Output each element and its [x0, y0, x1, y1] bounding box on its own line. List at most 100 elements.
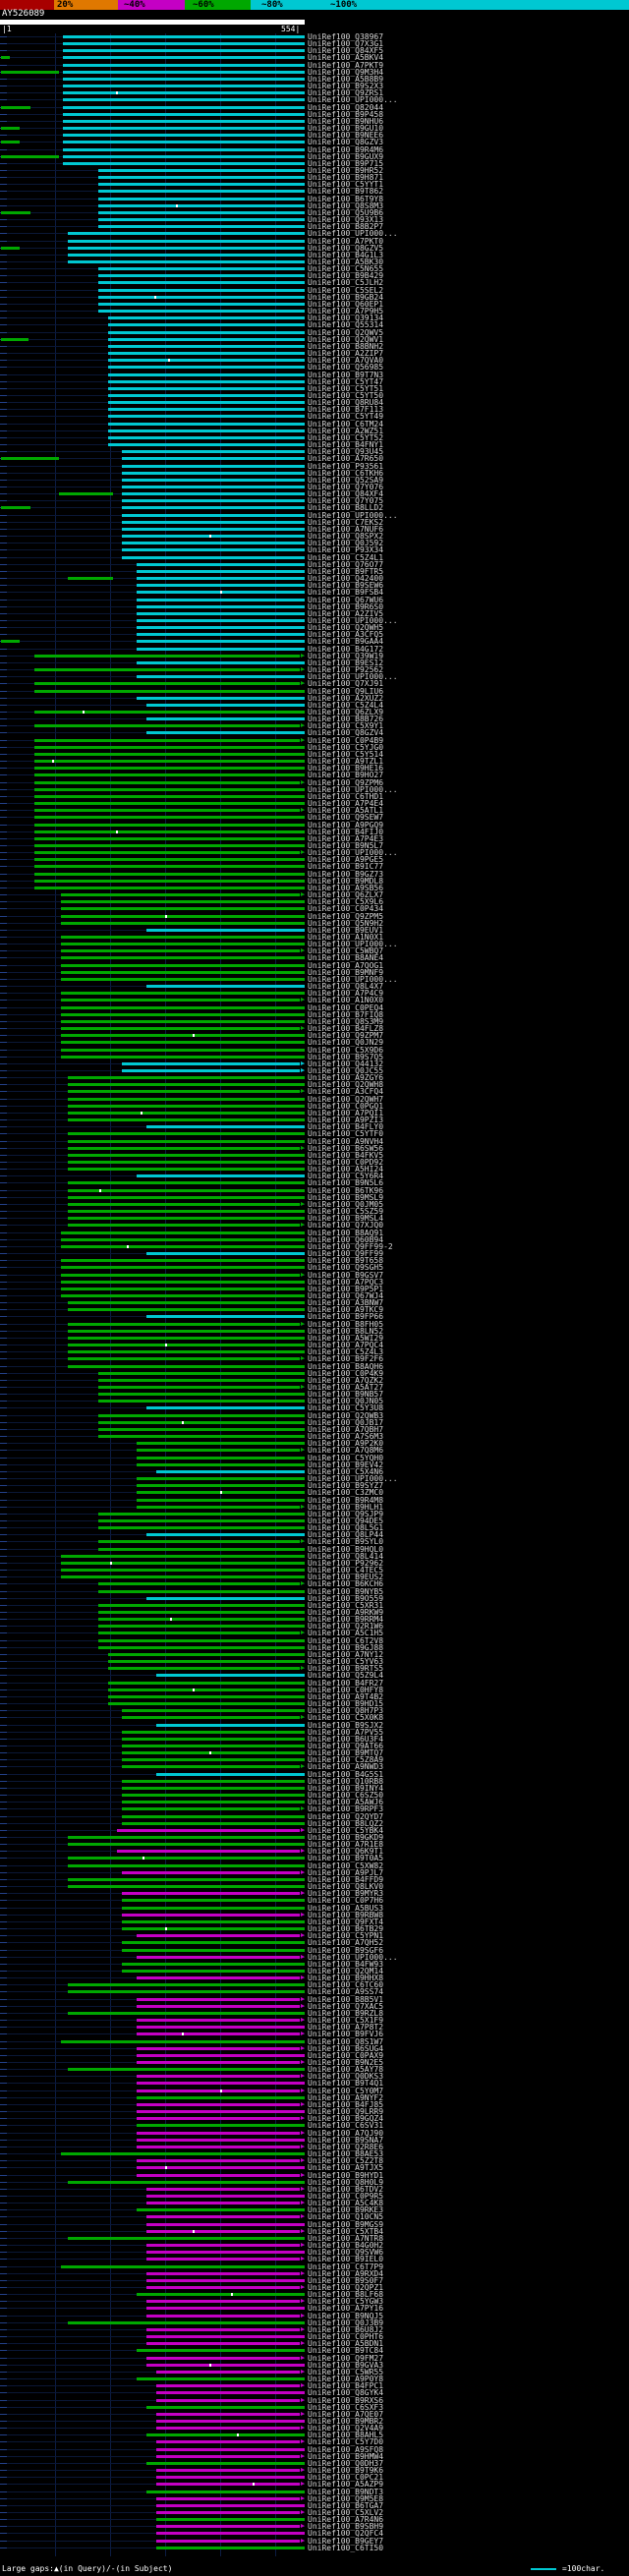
hit-label[interactable]: UniRef100_A5BK30: [308, 258, 384, 266]
alignment-bar[interactable]: [68, 1877, 305, 1881]
hit-label[interactable]: UniRef100_P92962: [308, 1558, 384, 1568]
hit-label[interactable]: UniRef100_UPI000...: [308, 672, 398, 682]
hit-label[interactable]: UniRef100_Q9ZPM7: [308, 1031, 384, 1041]
alignment-bar[interactable]: [33, 836, 305, 840]
alignment-bar[interactable]: [137, 647, 305, 651]
alignment-bar[interactable]: [137, 598, 305, 601]
hit-label[interactable]: UniRef100_B9GKD9: [308, 1833, 384, 1842]
hit-label[interactable]: UniRef100_P93X34: [308, 545, 384, 555]
alignment-bar[interactable]: [121, 1899, 305, 1903]
alignment-bar[interactable]: [0, 640, 21, 644]
hit-label[interactable]: UniRef100_Q0DH37: [308, 2458, 384, 2468]
alignment-bar[interactable]: [121, 535, 305, 539]
alignment-bar[interactable]: [146, 2461, 305, 2465]
alignment-bar[interactable]: [121, 1730, 305, 1734]
hit-label[interactable]: UniRef100_A7QH52: [308, 1938, 384, 1948]
alignment-bar[interactable]: [137, 2377, 305, 2381]
alignment-bar[interactable]: [60, 1034, 305, 1038]
alignment-bar[interactable]: [68, 2236, 305, 2240]
hit-label[interactable]: UniRef100_C5SEL2: [308, 285, 384, 295]
hit-label[interactable]: UniRef100_C0PHT6: [308, 2332, 384, 2342]
alignment-bar[interactable]: [121, 1969, 305, 1973]
hit-label[interactable]: UniRef100_B9F2F6: [308, 1354, 384, 1364]
alignment-bar[interactable]: [156, 2532, 305, 2536]
hit-label[interactable]: UniRef100_B6KCH6: [308, 1579, 384, 1589]
hit-label[interactable]: UniRef100_C5Y3U8: [308, 1403, 384, 1413]
hit-label[interactable]: UniRef100_C0P4K9: [308, 1368, 384, 1378]
hit-label[interactable]: UniRef100_Q2QM14: [308, 1966, 384, 1975]
alignment-bar[interactable]: [63, 77, 305, 81]
alignment-bar[interactable]: [121, 1744, 305, 1747]
hit-label[interactable]: UniRef100_Q0DKS3: [308, 2072, 384, 2082]
alignment-bar[interactable]: [63, 154, 305, 158]
hit-label[interactable]: UniRef100_B9S7Q5: [308, 1052, 384, 1061]
alignment-bar[interactable]: [137, 1997, 300, 2001]
hit-label[interactable]: UniRef100_B9S2X3: [308, 82, 384, 91]
hit-label[interactable]: UniRef100_B9SYZ7: [308, 1481, 384, 1491]
hit-label[interactable]: UniRef100_Q8L414: [308, 1551, 384, 1561]
alignment-bar[interactable]: [97, 1393, 305, 1397]
hit-label[interactable]: UniRef100_A7PQC3: [308, 1277, 384, 1287]
hit-label[interactable]: UniRef100_Q8S1W7: [308, 2036, 384, 2046]
hit-label[interactable]: UniRef100_B6T9Y8: [308, 194, 384, 203]
alignment-bar[interactable]: [121, 1941, 305, 1945]
alignment-bar[interactable]: [0, 337, 29, 341]
alignment-bar[interactable]: [146, 2356, 300, 2360]
hit-label[interactable]: UniRef100_C4TEC5: [308, 1566, 384, 1575]
alignment-bar[interactable]: [68, 2180, 305, 2184]
hit-label[interactable]: UniRef100_B9RZL8: [308, 2008, 384, 2018]
hit-label[interactable]: UniRef100_B7FIQ8: [308, 1009, 384, 1019]
alignment-bar[interactable]: [137, 569, 305, 573]
alignment-bar[interactable]: [107, 1694, 305, 1698]
alignment-bar[interactable]: [33, 780, 300, 784]
hit-label[interactable]: UniRef100_A9RKW9: [308, 1608, 384, 1617]
alignment-bar[interactable]: [33, 711, 305, 714]
alignment-bar[interactable]: [60, 1237, 305, 1241]
alignment-bar[interactable]: [33, 668, 300, 672]
hit-label[interactable]: UniRef100_Q9FF99: [308, 1249, 384, 1259]
hit-label[interactable]: UniRef100_A7P4E3: [308, 833, 384, 843]
alignment-bar[interactable]: [107, 393, 305, 397]
alignment-bar[interactable]: [68, 1857, 305, 1860]
hit-label[interactable]: UniRef100_B9SYL0: [308, 1537, 384, 1547]
hit-label[interactable]: UniRef100_C6T2V8: [308, 1635, 384, 1645]
hit-label[interactable]: UniRef100_Q2V4A9: [308, 2424, 384, 2433]
hit-label[interactable]: UniRef100_P93561: [308, 461, 384, 471]
hit-label[interactable]: UniRef100_B9GSV7: [308, 1270, 384, 1280]
hit-label[interactable]: UniRef100_B8B5V1: [308, 1994, 384, 2004]
hit-label[interactable]: UniRef100_Q8LKV0: [308, 1882, 384, 1892]
hit-label[interactable]: UniRef100_B9HR52: [308, 165, 384, 175]
hit-label[interactable]: UniRef100_Q2QWV1: [308, 334, 384, 344]
hit-label[interactable]: UniRef100_B9EUV1: [308, 925, 384, 935]
alignment-bar[interactable]: [121, 1913, 300, 1917]
alignment-bar[interactable]: [68, 1210, 305, 1214]
hit-label[interactable]: UniRef100_B8AE53: [308, 2149, 384, 2159]
alignment-bar[interactable]: [68, 2320, 305, 2324]
alignment-bar[interactable]: [97, 1540, 300, 1544]
hit-label[interactable]: UniRef100_B9GEY7: [308, 2536, 384, 2546]
alignment-bar[interactable]: [146, 2433, 305, 2437]
alignment-bar[interactable]: [137, 611, 305, 615]
alignment-bar[interactable]: [146, 2271, 300, 2275]
hit-label[interactable]: UniRef100_Q9FM27: [308, 2353, 384, 2363]
alignment-bar[interactable]: [156, 2447, 305, 2451]
hit-label[interactable]: UniRef100_Q8S3M9: [308, 1016, 384, 1026]
alignment-bar[interactable]: [97, 1371, 305, 1375]
hit-label[interactable]: UniRef100_B9GUX9: [308, 151, 384, 161]
hit-label[interactable]: UniRef100_C5YQH0: [308, 1453, 384, 1462]
alignment-bar[interactable]: [156, 2440, 300, 2444]
alignment-bar[interactable]: [63, 35, 305, 38]
hit-label[interactable]: UniRef100_A9TJX5: [308, 2163, 384, 2173]
alignment-bar[interactable]: [33, 830, 305, 833]
alignment-bar[interactable]: [60, 1554, 305, 1558]
hit-label[interactable]: UniRef100_UPI000...: [308, 848, 398, 858]
alignment-bar[interactable]: [60, 2264, 305, 2268]
alignment-bar[interactable]: [33, 682, 300, 686]
hit-label[interactable]: UniRef100_C5Z4L3: [308, 1347, 384, 1357]
alignment-bar[interactable]: [121, 450, 305, 454]
alignment-bar[interactable]: [68, 1336, 305, 1340]
alignment-bar[interactable]: [146, 703, 305, 707]
hit-label[interactable]: UniRef100_B6U3F4: [308, 1734, 384, 1744]
hit-label[interactable]: UniRef100_C5Z4L4: [308, 700, 384, 710]
hit-label[interactable]: UniRef100_Q93U45: [308, 447, 384, 457]
